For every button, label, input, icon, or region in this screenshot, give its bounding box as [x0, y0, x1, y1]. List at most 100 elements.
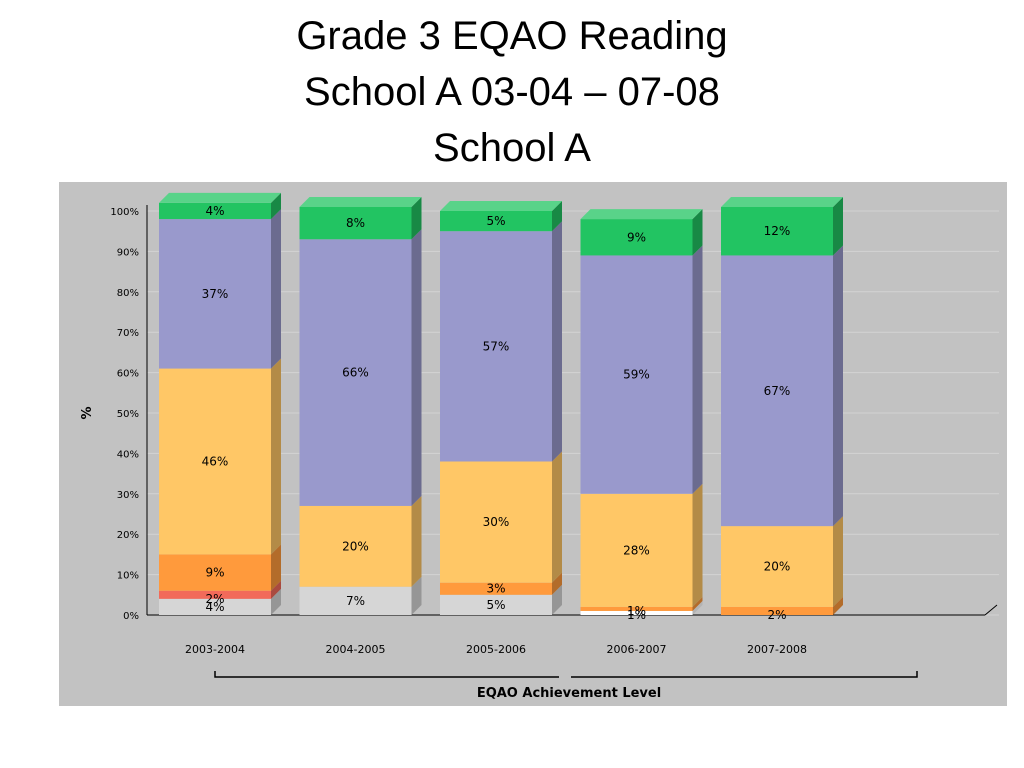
title-line-2: School A 03-04 – 07-08 [304, 70, 720, 114]
bar-segment [721, 206, 833, 256]
data-label: 46% [202, 454, 229, 468]
bar-segment [299, 505, 412, 587]
bar-segment [440, 211, 552, 232]
bar-side-face [411, 229, 422, 506]
data-label: 57% [483, 339, 510, 353]
data-label: 37% [202, 287, 229, 301]
bar-segment [299, 239, 412, 506]
y-tick-label: 80% [117, 288, 139, 299]
bar-top-face [580, 209, 703, 220]
bar-segment [580, 493, 693, 607]
data-label: 20% [764, 560, 791, 574]
bar-segment [440, 231, 552, 462]
y-tick-label: 40% [117, 449, 139, 460]
bar-side-face [833, 196, 843, 256]
data-label: 5% [486, 214, 505, 228]
bar-side-face [692, 596, 703, 611]
bar-segment [159, 202, 271, 220]
data-label: 3% [486, 582, 505, 596]
data-label: 8% [346, 216, 365, 230]
x-category-label: 2007-2008 [747, 643, 807, 656]
bar-segment [440, 594, 552, 615]
y-tick-label: 90% [117, 247, 139, 258]
data-label: 28% [623, 543, 650, 557]
y-tick-label: 10% [117, 571, 139, 582]
bar-side-face [411, 576, 422, 615]
y-tick-label: 50% [117, 409, 139, 420]
data-label: 2% [767, 608, 786, 622]
y-tick-label: 70% [117, 328, 139, 339]
bar-side-face [271, 192, 281, 220]
bar-top-face [159, 192, 281, 203]
bar-side-face [692, 600, 703, 615]
bar-side-face [833, 516, 843, 607]
bar-side-face [552, 572, 562, 595]
data-label: 30% [483, 515, 510, 529]
bar-segment [580, 255, 693, 494]
x-bracket-right [571, 671, 918, 678]
bar-segment [159, 590, 271, 599]
bar-segment [299, 206, 412, 240]
bar-side-face [271, 358, 281, 555]
bar-side-face [271, 588, 281, 615]
y-tick-label: 30% [117, 490, 139, 501]
bar-top-face [440, 201, 562, 211]
data-label: 2% [205, 592, 224, 606]
bar-segment [159, 598, 271, 615]
data-label: 4% [205, 600, 224, 614]
bar-side-face [552, 201, 562, 232]
bar-segment [159, 368, 271, 555]
y-tick-label: 20% [117, 530, 139, 541]
data-label: 66% [342, 366, 369, 380]
y-tick-label: 100% [110, 207, 139, 218]
data-label: 1% [627, 608, 646, 622]
y-axis-title: % [80, 406, 95, 419]
data-label: 5% [486, 598, 505, 612]
bar-segment [580, 606, 693, 611]
bar-segment [159, 219, 271, 369]
bar-segment [159, 554, 271, 591]
data-label: 67% [764, 384, 791, 398]
y-tick-label: 0% [123, 611, 139, 622]
bar-side-face [411, 495, 422, 587]
data-label: 1% [627, 604, 646, 618]
x-category-label: 2006-2007 [607, 643, 667, 656]
x-category-label: 2005-2006 [466, 643, 526, 656]
bar-segment [440, 461, 552, 583]
chart-area: 0% 10% 20% 30% 40% 50% 60% 70% 80% 90% 100%% 4% 2% 9%… [59, 182, 1007, 706]
bar-segment [299, 586, 412, 615]
x-axis-depth-line [984, 604, 998, 616]
data-label: 7% [346, 594, 365, 608]
bar-top-face [299, 196, 422, 207]
bar-side-face [833, 596, 843, 615]
bar-segment [721, 255, 833, 527]
bar-side-face [411, 196, 422, 240]
data-label: 59% [623, 368, 650, 382]
bar-side-face [552, 221, 562, 462]
x-axis-title: EQAO Achievement Level [477, 686, 661, 701]
bar-side-face [692, 245, 703, 494]
data-label: 9% [205, 566, 224, 580]
bar-segment [721, 526, 833, 607]
title-line-3: School A [433, 126, 591, 170]
data-label: 9% [627, 230, 646, 244]
x-bracket-left [214, 671, 559, 678]
stacked-bar-chart: 0%10%20%30%40%50%60%70%80%90%100%%4%2%9%… [80, 192, 999, 701]
bar-segment [440, 582, 552, 595]
bar-side-face [271, 580, 281, 599]
x-category-label: 2003-2004 [185, 643, 245, 656]
bar-side-face [271, 209, 281, 369]
bar-side-face [552, 584, 562, 615]
bar-segment [580, 610, 693, 615]
x-category-label: 2004-2005 [326, 643, 386, 656]
title-line-1: Grade 3 EQAO Reading [296, 14, 728, 58]
data-label: 4% [205, 204, 224, 218]
bar-side-face [692, 483, 703, 607]
bar-side-face [692, 209, 703, 256]
data-label: 12% [764, 224, 791, 238]
data-label: 20% [342, 539, 369, 553]
bar-side-face [833, 245, 843, 527]
slide-title: Grade 3 EQAO Reading School A 03-04 – 07… [0, 8, 1024, 176]
y-tick-label: 60% [117, 369, 139, 380]
bar-segment [721, 606, 833, 615]
